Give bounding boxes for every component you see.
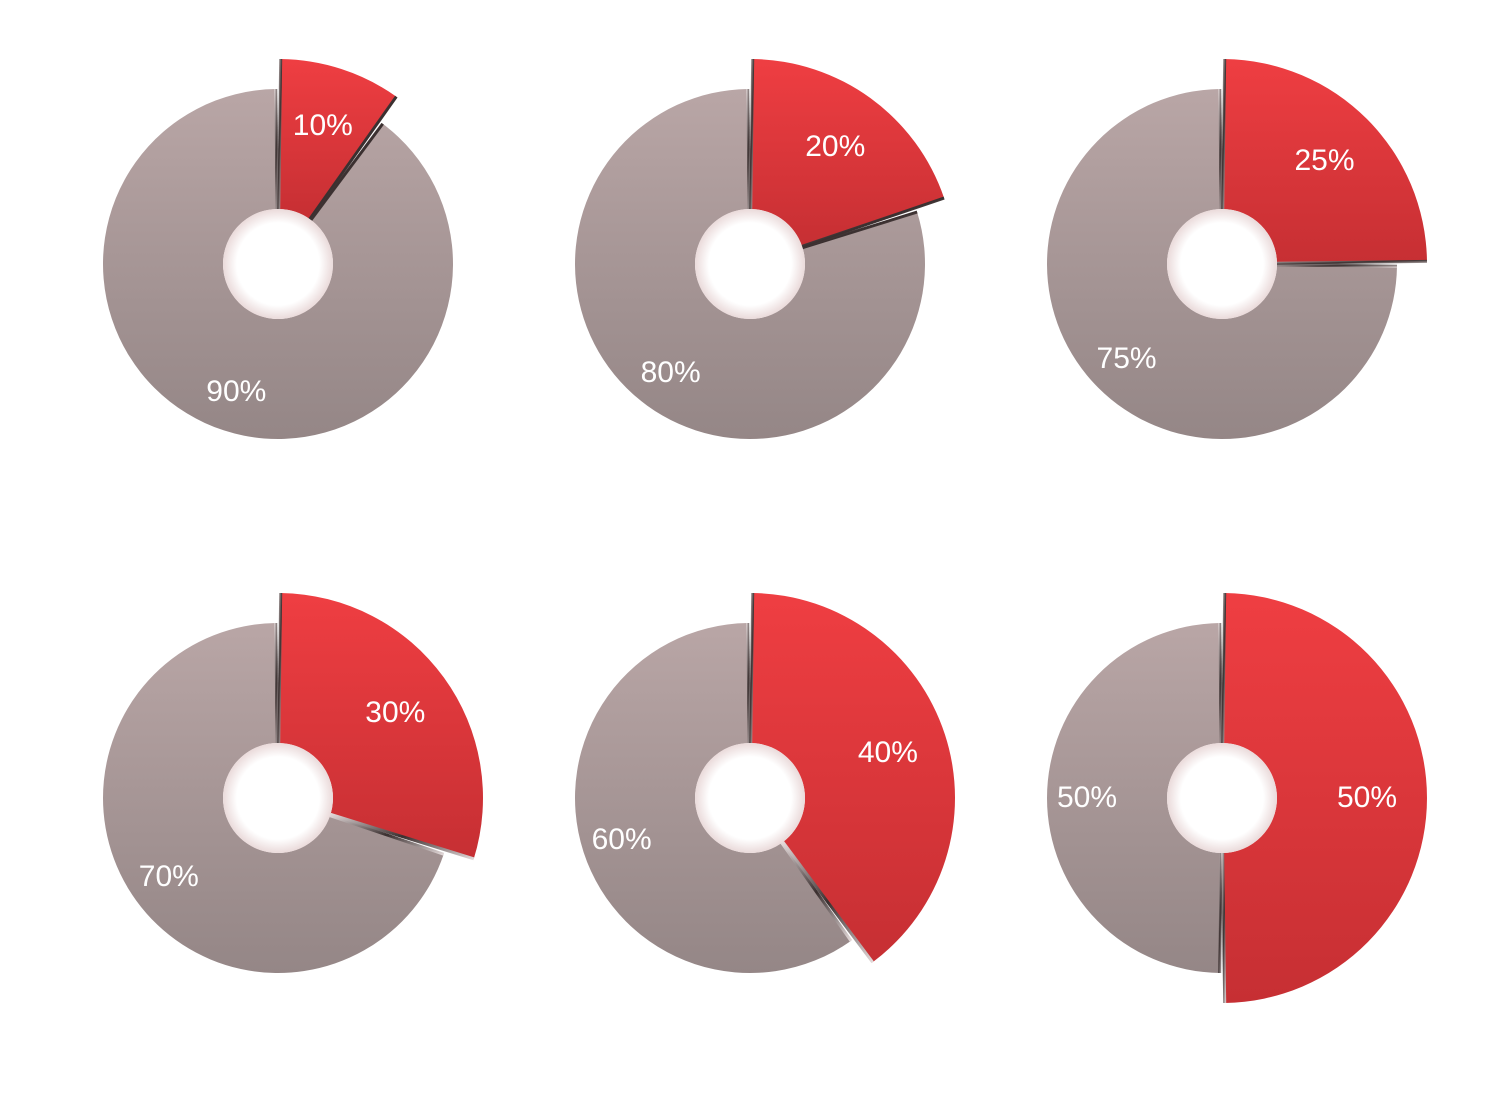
pie-40-60 [525,573,975,1023]
pie-30-70 [53,573,503,1023]
hub [223,209,333,319]
pie-20-80 [525,39,975,489]
pie-50-50 [997,573,1447,1023]
hub [695,743,805,853]
chart-grid: 10%90%20%80%25%75%30%70%40%60%50%50% [0,0,1500,1120]
pie-25-75 [997,39,1447,489]
pie-10-90 [53,39,503,489]
hub [1167,209,1277,319]
hub [1167,743,1277,853]
hub [695,209,805,319]
hub [223,743,333,853]
